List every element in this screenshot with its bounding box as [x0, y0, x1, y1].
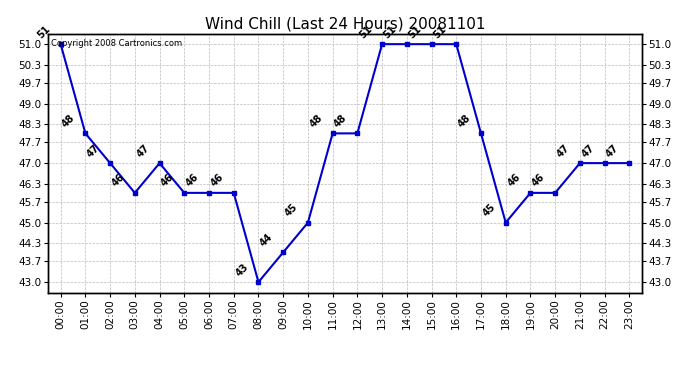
- Text: 51: 51: [36, 23, 52, 40]
- Text: 47: 47: [580, 142, 596, 159]
- Text: 51: 51: [406, 23, 423, 40]
- Text: 46: 46: [184, 172, 201, 189]
- Text: Copyright 2008 Cartronics.com: Copyright 2008 Cartronics.com: [51, 39, 182, 48]
- Text: 43: 43: [233, 261, 250, 278]
- Text: 51: 51: [357, 23, 374, 40]
- Text: 47: 47: [85, 142, 102, 159]
- Text: 48: 48: [60, 112, 77, 129]
- Text: 44: 44: [258, 232, 275, 248]
- Text: 51: 51: [382, 23, 399, 40]
- Title: Wind Chill (Last 24 Hours) 20081101: Wind Chill (Last 24 Hours) 20081101: [205, 16, 485, 31]
- Text: 46: 46: [506, 172, 522, 189]
- Text: 47: 47: [555, 142, 571, 159]
- Text: 48: 48: [308, 112, 324, 129]
- Text: 45: 45: [481, 202, 497, 219]
- Text: 46: 46: [110, 172, 126, 189]
- Text: 48: 48: [333, 112, 349, 129]
- Text: 48: 48: [456, 112, 473, 129]
- Text: 51: 51: [431, 23, 448, 40]
- Text: 45: 45: [283, 202, 299, 219]
- Text: 47: 47: [604, 142, 621, 159]
- Text: 46: 46: [530, 172, 547, 189]
- Text: 47: 47: [135, 142, 151, 159]
- Text: 46: 46: [159, 172, 176, 189]
- Text: 46: 46: [209, 172, 226, 189]
